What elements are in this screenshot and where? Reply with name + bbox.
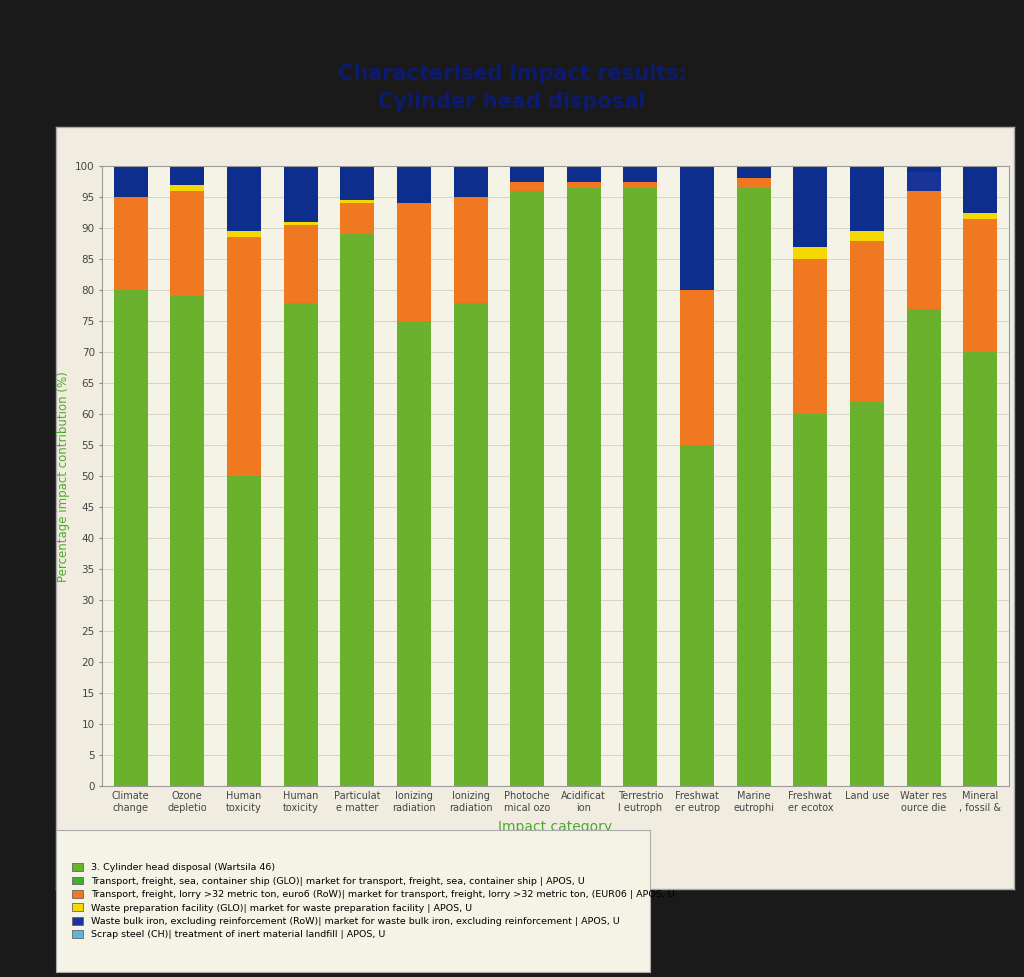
Bar <box>737 188 771 786</box>
Bar <box>737 166 771 179</box>
Bar <box>397 166 431 203</box>
Bar <box>114 166 147 197</box>
Bar <box>567 182 601 188</box>
Bar <box>397 321 431 786</box>
Bar <box>794 166 827 247</box>
Bar <box>284 225 317 303</box>
Bar <box>170 191 205 296</box>
Bar <box>510 182 544 191</box>
Bar <box>680 290 714 446</box>
Bar <box>906 172 941 191</box>
Bar <box>170 185 205 191</box>
Bar <box>227 232 261 237</box>
Bar <box>227 166 261 232</box>
Bar <box>567 188 601 786</box>
Bar <box>964 166 997 213</box>
Bar <box>454 197 487 303</box>
Bar <box>567 166 601 182</box>
Bar <box>680 446 714 786</box>
Bar <box>510 166 544 182</box>
Bar <box>794 259 827 414</box>
Bar <box>964 352 997 786</box>
Bar <box>906 309 941 786</box>
Bar <box>794 247 827 259</box>
Bar <box>170 296 205 786</box>
Bar <box>624 166 657 182</box>
Bar <box>737 179 771 188</box>
Legend: 3. Cylinder head disposal (Wartsila 46), Transport, freight, sea, container ship: 3. Cylinder head disposal (Wartsila 46),… <box>67 859 679 944</box>
Bar <box>906 166 941 172</box>
Bar <box>850 232 884 240</box>
Bar <box>284 303 317 786</box>
Bar <box>454 303 487 786</box>
Bar <box>114 197 147 290</box>
Text: Characterised impact results:
Cylinder head disposal: Characterised impact results: Cylinder h… <box>338 64 686 111</box>
Bar <box>284 166 317 222</box>
Bar <box>340 166 375 200</box>
Bar <box>850 166 884 232</box>
Y-axis label: Percentage impact contribution (%): Percentage impact contribution (%) <box>56 371 70 581</box>
Bar <box>397 203 431 321</box>
Bar <box>680 166 714 290</box>
Bar <box>850 240 884 402</box>
Bar <box>284 222 317 225</box>
Bar <box>114 290 147 786</box>
Bar <box>624 188 657 786</box>
Bar <box>170 166 205 185</box>
Bar <box>340 200 375 203</box>
Bar <box>624 182 657 188</box>
Bar <box>227 237 261 476</box>
Bar <box>340 234 375 786</box>
Bar <box>964 213 997 219</box>
Bar <box>227 476 261 786</box>
Bar <box>906 191 941 309</box>
Bar <box>454 166 487 197</box>
Bar <box>340 203 375 234</box>
Bar <box>794 414 827 786</box>
Bar <box>850 402 884 786</box>
Bar <box>510 191 544 786</box>
X-axis label: Impact category: Impact category <box>499 820 612 834</box>
Bar <box>964 219 997 352</box>
